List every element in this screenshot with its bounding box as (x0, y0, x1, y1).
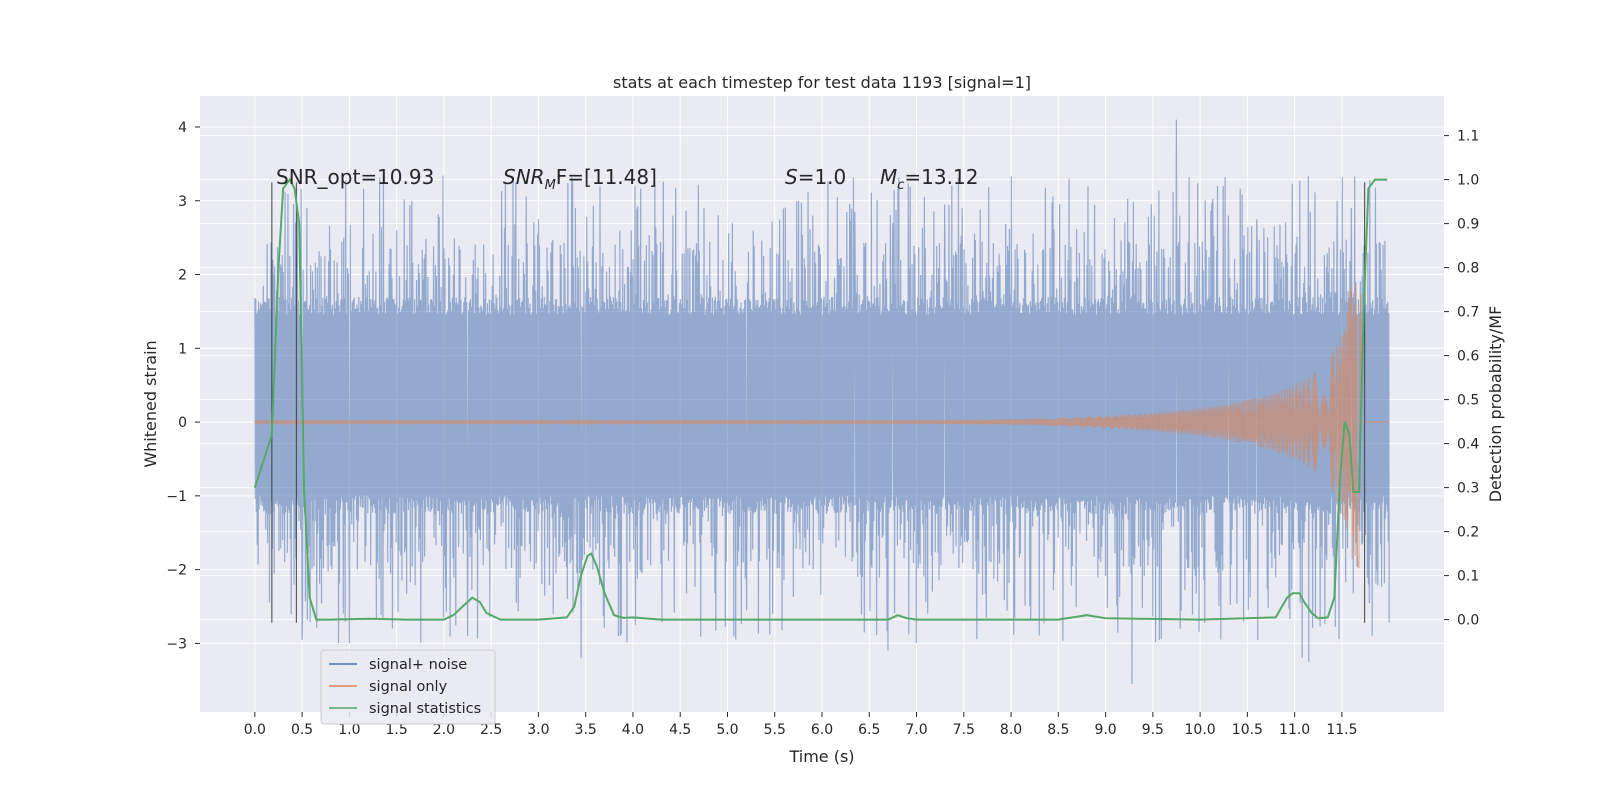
y-right-tick-label: 0.5 (1457, 393, 1479, 409)
legend: signal+ noise signal only signal statist… (320, 649, 496, 725)
y-left-tick-label: 2 (178, 268, 187, 284)
legend-label-signal-only: signal only (369, 679, 448, 695)
axes: 0.0 0.5 1.0 1.5 2.0 2.5 3.0 3.5 4.0 4.5 5.0 5.5 6.0 6… (166, 120, 1479, 738)
x-tick-label: 3.5 (575, 722, 597, 738)
x-tick-label: 6.5 (858, 722, 880, 738)
annotations: SNR_opt=10.93 SNRMF=[11.48] S=1.0 Mc=13.… (276, 165, 978, 193)
y-right-tick-label: 0.6 (1457, 349, 1479, 365)
x-tick-label: 1.0 (338, 722, 360, 738)
x-tick-label: 11.0 (1279, 722, 1310, 738)
annotation-snr-mf-rest: F=[11.48] (556, 165, 657, 189)
y-right-tick-label: 0.1 (1457, 569, 1479, 585)
legend-label-signal-noise: signal+ noise (369, 657, 467, 673)
y-left-tick-label: −3 (166, 636, 187, 652)
series-line-signal-statistics (253, 177, 1388, 621)
y-right-tick-label: 1.1 (1457, 129, 1479, 145)
data-layer (253, 119, 1390, 684)
y-right-tick-label: 0.0 (1457, 613, 1479, 629)
x-tick-label: 8.5 (1047, 722, 1069, 738)
chart-title: stats at each timestep for test data 119… (613, 73, 1031, 92)
x-tick-label: 10.5 (1232, 722, 1263, 738)
legend-box (320, 649, 496, 725)
x-tick-label: 0.0 (244, 722, 266, 738)
x-tick-label: 1.5 (385, 722, 407, 738)
x-axis-label: Time (s) (788, 747, 854, 766)
x-tick-label: 4.0 (622, 722, 644, 738)
x-tick-label: 5.0 (716, 722, 738, 738)
series-line-signal-only (254, 282, 1390, 569)
x-tick-label: 11.5 (1326, 722, 1357, 738)
annotation-mc-value: =13.12 (904, 165, 978, 189)
x-tick-label: 2.5 (480, 722, 502, 738)
annotation-snr-mf-sub: M (545, 178, 556, 193)
x-tick-label: 0.5 (291, 722, 313, 738)
x-tick-label: 5.5 (764, 722, 786, 738)
y-left-tick-label: 0 (178, 415, 187, 431)
y-right-tick-label: 0.2 (1457, 525, 1479, 541)
x-tick-label: 6.0 (811, 722, 833, 738)
annotation-snr-mf-prefix: SNR (503, 165, 545, 189)
y-axis-label-right: Detection probability/MF (1486, 306, 1505, 503)
x-tick-label: 7.0 (905, 722, 927, 738)
x-tick-label: 7.5 (953, 722, 975, 738)
annotation-snr-mf: SNRMF=[11.48] (503, 165, 657, 193)
y-right-tick-label: 0.8 (1457, 261, 1479, 277)
y-right-tick-label: 0.9 (1457, 217, 1479, 233)
x-tick-label: 8.0 (1000, 722, 1022, 738)
annotation-s-value: =1.0 (798, 165, 847, 189)
y-left-tick-label: 1 (178, 341, 187, 357)
y-left-tick-label: 4 (178, 120, 187, 136)
annotation-mc-sub: c (897, 178, 904, 193)
annotation-mc: Mc=13.12 (880, 165, 978, 193)
x-tick-label: 2.0 (433, 722, 455, 738)
x-tick-label: 3.0 (527, 722, 549, 738)
x-tick-label: 10.0 (1185, 722, 1216, 738)
annotation-mc-symbol: M (880, 165, 897, 189)
annotation-snr-opt: SNR_opt=10.93 (276, 165, 434, 189)
y-right-tick-label: 0.4 (1457, 437, 1479, 453)
y-right-tick-label: 0.3 (1457, 481, 1479, 497)
x-tick-label: 9.5 (1142, 722, 1164, 738)
annotation-s-symbol: S (785, 165, 798, 189)
legend-label-signal-statistics: signal statistics (369, 701, 481, 717)
y-right-tick-label: 1.0 (1457, 173, 1479, 189)
x-tick-label: 4.5 (669, 722, 691, 738)
annotation-s: S=1.0 (785, 165, 846, 189)
y-right-tick-label: 0.7 (1457, 305, 1479, 321)
y-left-tick-label: −1 (166, 489, 187, 505)
series-line-signal-noise (254, 119, 1390, 684)
y-left-tick-label: −2 (166, 563, 187, 579)
x-tick-label: 9.0 (1094, 722, 1116, 738)
y-axis-label-left: Whitened strain (141, 340, 160, 467)
y-left-tick-label: 3 (178, 194, 187, 210)
